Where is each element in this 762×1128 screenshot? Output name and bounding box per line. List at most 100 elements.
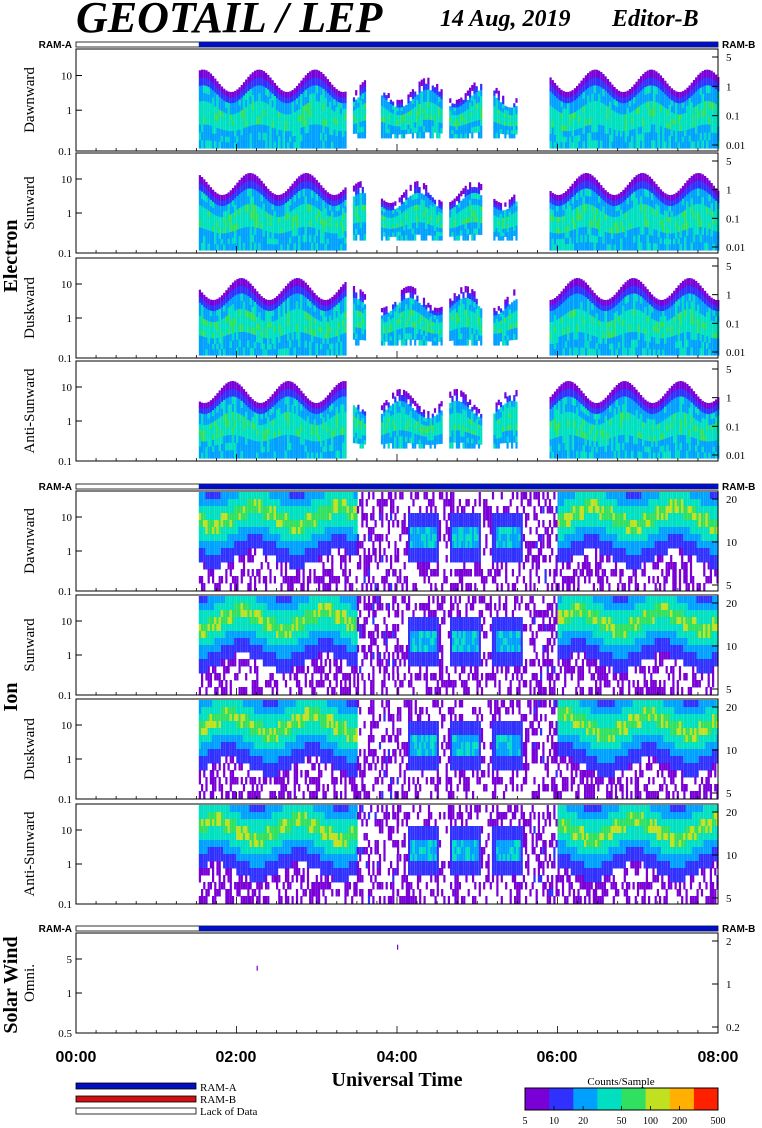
panel-label: Sunward [22,618,38,672]
y2-tick-label: 20 [726,702,738,714]
colorbar-tick-label: 500 [711,1116,726,1127]
panel-label: Duskward [22,718,38,780]
x-axis-label: Universal Time [332,1069,463,1091]
y-tick-label: 1 [67,988,73,1000]
y2-tick-label: 1 [726,185,732,197]
time-tick-label: 08:00 [698,1049,739,1066]
y2-tick-label: 5 [726,788,732,800]
ram-bar-electron: RAM-A RAM-B [39,40,756,51]
y2-tick-label: 20 [726,598,738,610]
panel-label: Omni. [22,964,38,1002]
group-label-electron: Electron [0,220,22,293]
colorbar-segment [645,1088,671,1110]
colorbar-tick-label: 100 [643,1116,658,1127]
spectrogram-cells [198,805,719,904]
time-tick-label: 02:00 [216,1049,257,1066]
spectrogram-cells [198,173,720,251]
time-axis: 00:00 02:00 04:00 06:00 08:00 [56,1049,739,1066]
y-tick-label: 0.1 [58,353,72,365]
panel-electron-sunward: 10 1 0.1 5 1 0.1 0.01 Sunward [22,152,745,260]
time-tick-label: 06:00 [537,1049,578,1066]
y-tick-label: 10 [61,174,73,186]
colorbar-segment [693,1088,719,1110]
spectrogram-cells [198,381,720,459]
y2-tick-label: 5 [726,580,732,592]
ram-a-label: RAM-A [39,924,72,935]
time-tick-label: 00:00 [56,1049,97,1066]
y2-tick-label: 5 [726,52,732,64]
legend-swatch-ram-b [75,1095,197,1103]
spectrogram-panels: 10 1 0.1 5 1 0.1 0.01 Dawnward 10 1 0.1 5 1 0.1 0.01 Su… [22,48,745,1040]
y2-tick-label: 10 [726,850,738,862]
main-title: GEOTAIL / LEP [76,0,384,42]
y-tick-label: 10 [61,279,73,291]
y2-tick-label: 20 [726,494,738,506]
y2-tick-label: 0.1 [726,213,740,225]
colorbar-segment [525,1088,550,1110]
y-tick-label: 10 [61,512,73,524]
group-label-ion: Ion [0,683,22,712]
y-tick-label: 0.5 [58,1028,72,1040]
y2-tick-label: 1 [726,81,732,93]
y-tick-label: 1 [67,650,73,662]
spectrogram-cells [198,69,720,149]
colorbar-title: Counts/Sample [587,1076,654,1088]
ram-a-label: RAM-A [39,482,72,493]
y-tick-label: 0.1 [58,794,72,806]
y-tick-label: 0.1 [58,690,72,702]
colorbar-ticks: 5 10 20 50 100 200 500 [523,1106,726,1127]
colorbar-segment [669,1088,695,1110]
ram-mode-bars: RAM-A RAM-B RAM-A RAM-B RAM-A RAM-B [39,40,756,935]
y2-tick-label: 0.01 [726,450,745,462]
y2-tick-label: 10 [726,537,738,549]
y2-tick-label: 5 [726,364,732,376]
legend-label-lack-of-data: Lack of Data [200,1106,258,1118]
y2-tick-label: 0.01 [726,242,745,254]
y-tick-label: 10 [61,825,73,837]
y-tick-label: 0.1 [58,899,72,911]
panel-electron-duskward: 10 1 0.1 5 1 0.1 0.01 Duskward [22,257,745,365]
panel-solar-wind-omni: 5 1 0.5 2 1 0.2 Omni. [22,932,740,1040]
colorbar-segment [621,1088,647,1110]
y2-tick-label: 5 [726,893,732,905]
y-tick-label: 1 [67,208,73,220]
date-label: 14 Aug, 2019 [440,6,570,32]
colorbar-segment [549,1088,574,1110]
y2-tick-label: 5 [726,684,732,696]
panel-ion-anti-sunward: 10 1 0.1 20 10 5 Anti-Sunward [22,803,738,911]
y2-tick-label: 10 [726,745,738,757]
group-label-solar-wind: Solar Wind [0,936,22,1033]
y-tick-label: 10 [61,71,73,83]
ram-b-label: RAM-B [722,40,755,51]
legend-swatch-lack-of-data [75,1107,197,1115]
y2-tick-label: 0.01 [726,140,745,152]
ram-a-label: RAM-A [39,40,72,51]
y-tick-label: 0.1 [58,456,72,468]
y2-tick-label: 0.01 [726,347,745,359]
spectrogram-cells [198,700,719,799]
panel-ion-sunward: 10 1 0.1 20 10 5 Sunward [22,594,738,702]
y2-tick-label: 5 [726,156,732,168]
time-tick-label: 04:00 [377,1049,418,1066]
y2-tick-label: 2 [726,936,732,948]
y-tick-label: 0.1 [58,146,72,158]
y-tick-label: 1 [67,546,73,558]
y2-tick-label: 0.1 [726,111,740,123]
y2-tick-label: 1 [726,290,732,302]
ram-b-label: RAM-B [722,924,755,935]
y2-tick-label: 1 [726,393,732,405]
colorbar-tick-label: 5 [523,1116,528,1127]
panel-label: Dawnward [22,67,38,133]
panel-label: Dawnward [22,508,38,574]
panel-electron-anti-sunward: 10 1 0.1 5 1 0.1 0.01 Anti-Sunward [22,360,745,468]
panel-label: Anti-Sunward [22,368,38,453]
colorbar-tick-label: 20 [578,1116,588,1127]
panel-label: Duskward [22,277,38,339]
y-tick-label: 1 [67,416,73,428]
y-tick-label: 1 [67,105,73,117]
panel-label: Anti-Sunward [22,811,38,896]
spectrogram-cells [198,278,720,356]
spectrogram-cells [256,944,399,971]
y2-tick-label: 10 [726,641,738,653]
